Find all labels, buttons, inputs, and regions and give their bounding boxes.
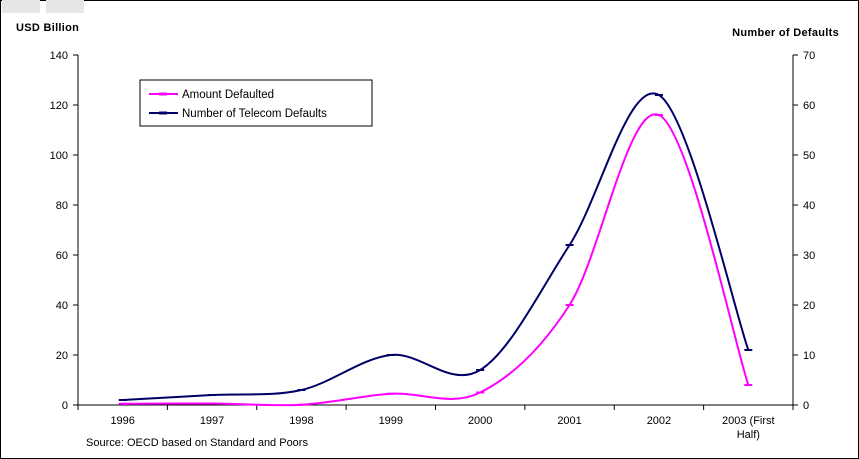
- y-right-tick-label: 60: [803, 100, 815, 112]
- y-right-tick-label: 40: [803, 200, 815, 212]
- y-right-tick-label: 20: [803, 300, 815, 312]
- y-left-tick-label: 80: [56, 200, 68, 212]
- tick-labels: 0 20 40 60 80 100 120 140 0 10 20 30 40 50 60 70 1996 199…: [50, 50, 816, 441]
- y-axis-left-title: USD Billion: [16, 22, 79, 34]
- source-note: Source: OECD based on Standard and Poors: [86, 437, 308, 449]
- x-tick-label: 2001: [557, 415, 581, 427]
- legend-label: Amount Defaulted: [182, 89, 274, 101]
- sheet-tabs: [2, 0, 84, 13]
- y-left-tick-label: 60: [56, 250, 68, 262]
- series-lines: [118, 92, 753, 407]
- y-left-tick-label: 0: [62, 400, 68, 412]
- y-right-tick-label: 30: [803, 250, 815, 262]
- y-right-tick-label: 50: [803, 150, 815, 162]
- series-line: [122, 92, 750, 401]
- y-axis-right-title: Number of Defaults: [732, 27, 839, 39]
- y-left-tick-label: 120: [50, 100, 68, 112]
- axes: [73, 54, 798, 410]
- x-tick-label: 1996: [110, 415, 134, 427]
- y-left-tick-label: 40: [56, 300, 68, 312]
- x-tick-label: 1998: [289, 415, 313, 427]
- x-tick-label: 2000: [468, 415, 492, 427]
- series-line: [122, 113, 750, 407]
- x-tick-label: 2002: [647, 415, 671, 427]
- legend-box: [139, 79, 373, 127]
- legend-label: Number of Telecom Defaults: [182, 108, 327, 120]
- sheet-tab[interactable]: [46, 0, 84, 13]
- x-tick-label: 1997: [200, 415, 224, 427]
- y-right-tick-label: 0: [803, 400, 809, 412]
- y-left-tick-label: 100: [50, 150, 68, 162]
- x-tick-label: 2003 (First Half): [722, 415, 775, 441]
- sheet-tab[interactable]: [2, 0, 40, 13]
- y-left-tick-label: 140: [50, 50, 68, 62]
- legend: Amount Defaulted Number of Telecom Defaul…: [139, 79, 373, 127]
- y-left-tick-label: 20: [56, 350, 68, 362]
- y-right-tick-label: 70: [803, 50, 815, 62]
- x-tick-label: 1999: [379, 415, 403, 427]
- y-right-tick-label: 10: [803, 350, 815, 362]
